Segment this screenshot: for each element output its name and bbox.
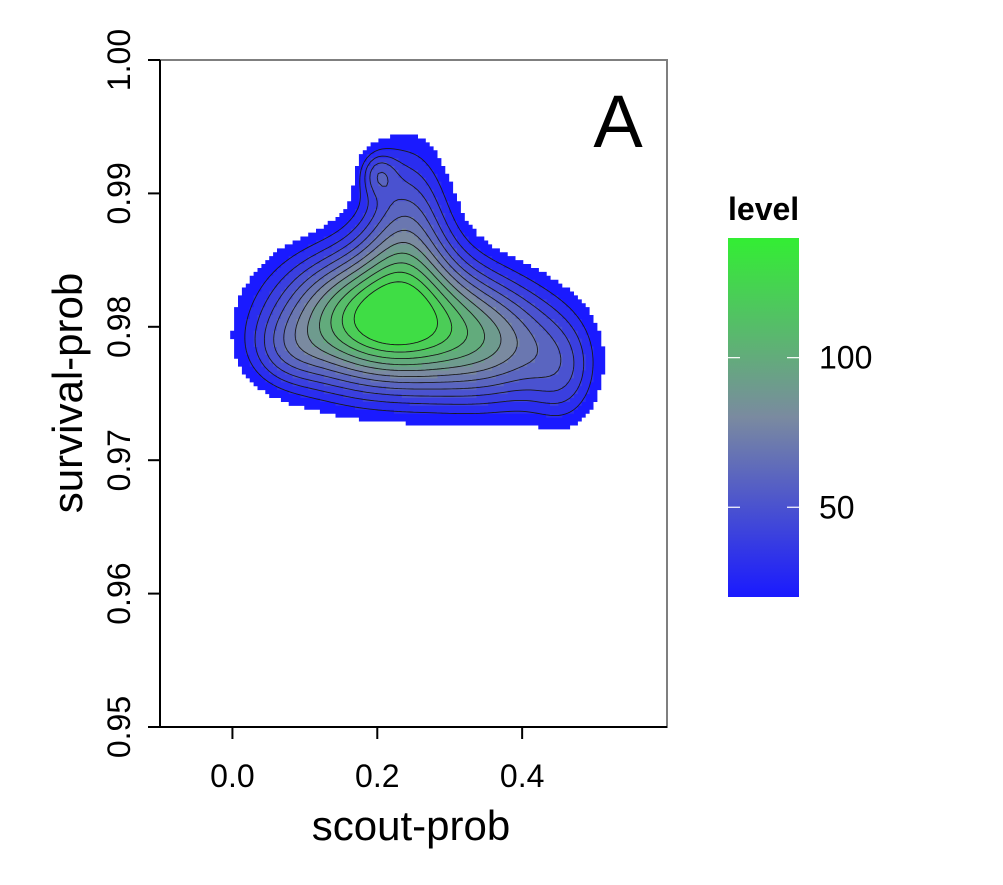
contour-line-40 xyxy=(254,155,585,405)
y-axis-title: survival-prob xyxy=(44,273,91,513)
x-axis: 0.0 0.2 0.4 xyxy=(160,726,667,794)
contour-band-130 xyxy=(355,283,438,348)
contour-line-30 xyxy=(244,148,594,417)
contour-line-130 xyxy=(353,281,439,346)
y-tick-label: 0.97 xyxy=(101,429,137,491)
x-tick-label: 0.0 xyxy=(210,758,254,794)
x-tick-label: 0.4 xyxy=(500,758,544,794)
y-tick-label: 0.95 xyxy=(101,696,137,758)
legend-colorbar xyxy=(728,238,799,597)
legend-tick-label: 100 xyxy=(819,340,872,376)
legend-tick-label: 50 xyxy=(819,489,855,525)
y-tick-label: 1.00 xyxy=(101,29,137,91)
y-axis: 0.95 0.96 0.97 0.98 0.99 1.00 xyxy=(101,29,161,758)
y-tick-label: 0.96 xyxy=(101,562,137,624)
x-axis-title: scout-prob xyxy=(312,802,510,849)
contour-line-90 xyxy=(306,242,502,372)
contour-line-70 xyxy=(283,215,539,384)
contour-line-80 xyxy=(294,229,518,377)
contour-line-50 xyxy=(263,162,575,397)
y-tick-label: 0.99 xyxy=(101,162,137,224)
legend-ticks: 50 100 xyxy=(728,340,872,525)
contour-line-120 xyxy=(341,271,453,353)
legend: level 50 100 xyxy=(728,191,872,597)
contour-line-110 xyxy=(330,262,468,360)
panel-label: A xyxy=(593,80,643,163)
legend-title: level xyxy=(728,191,799,227)
y-tick-label: 0.98 xyxy=(101,296,137,358)
contour-lines xyxy=(244,148,594,417)
contour-line-100 xyxy=(319,252,485,366)
x-tick-label: 0.2 xyxy=(355,758,399,794)
contour-line-60 xyxy=(273,171,562,390)
